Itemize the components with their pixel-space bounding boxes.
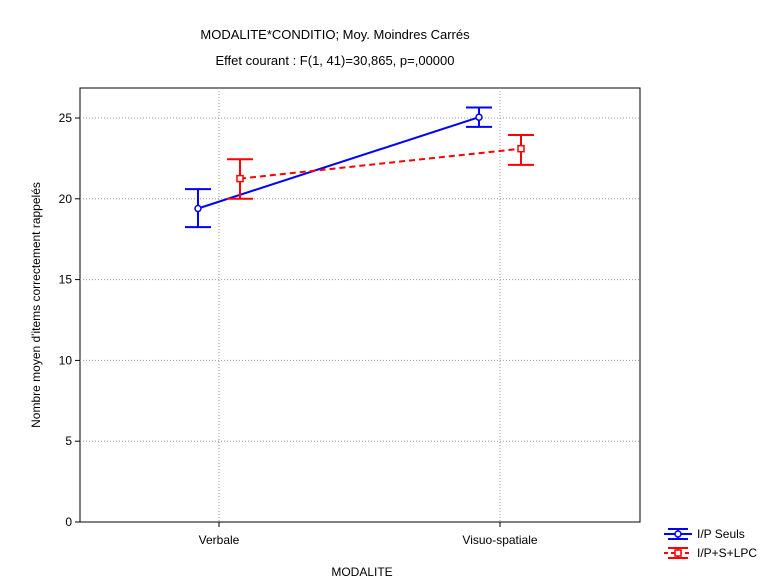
data-point xyxy=(194,204,202,213)
x-axis-ticks: Verbale Visuo-spatiale xyxy=(199,522,538,547)
x-tick-label: Verbale xyxy=(199,533,240,547)
data-point xyxy=(517,144,525,153)
series-line xyxy=(239,147,522,180)
y-tick-label: 15 xyxy=(59,273,73,287)
x-axis-label: MODALITE xyxy=(331,565,392,579)
y-tick-label: 0 xyxy=(65,515,72,529)
series-line xyxy=(197,116,480,210)
legend-item: I/P Seuls xyxy=(664,527,745,541)
plot-area xyxy=(79,87,641,523)
y-axis-label: Nombre moyen d'items correctement rappel… xyxy=(29,182,43,428)
legend-marker xyxy=(674,549,682,557)
legend-item: I/P+S+LPC xyxy=(664,546,757,560)
chart-title: MODALITE*CONDITIO; Moy. Moindres Carrés xyxy=(200,27,470,42)
y-tick-label: 10 xyxy=(59,353,73,367)
data-point xyxy=(475,113,483,121)
y-tick-label: 25 xyxy=(59,111,73,125)
y-axis-ticks: 0 5 10 15 20 25 xyxy=(59,111,80,529)
y-tick-label: 5 xyxy=(65,434,72,448)
legend: I/P Seuls I/P+S+LPC xyxy=(664,527,757,560)
series-layer xyxy=(185,106,534,229)
x-tick-label: Visuo-spatiale xyxy=(462,533,537,547)
y-tick-label: 20 xyxy=(59,192,73,206)
legend-label: I/P Seuls xyxy=(697,527,745,541)
chart-subtitle: Effet courant : F(1, 41)=30,865, p=,0000… xyxy=(216,53,455,68)
data-point xyxy=(236,174,244,183)
legend-label: I/P+S+LPC xyxy=(697,546,757,560)
grid-lines xyxy=(80,88,640,522)
legend-marker xyxy=(674,530,682,538)
